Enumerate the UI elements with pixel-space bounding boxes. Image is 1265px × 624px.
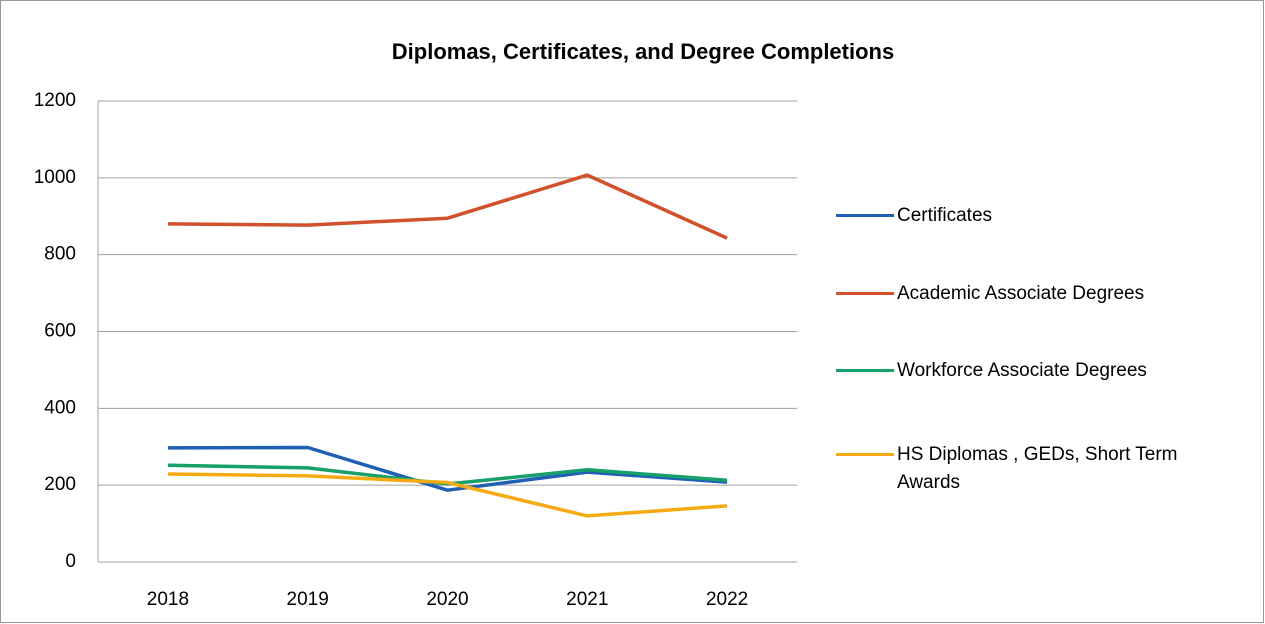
legend-item: Certificates [836, 202, 1227, 230]
legend-item: Academic Associate Degrees [836, 280, 1227, 308]
series-line [167, 445, 728, 492]
chart-title: Diplomas, Certificates, and Degree Compl… [392, 39, 894, 64]
y-tick-label: 400 [44, 397, 76, 418]
y-tick-label: 0 [65, 551, 76, 572]
x-tick-label: 2019 [287, 589, 329, 610]
x-tick-label: 2022 [706, 589, 748, 610]
x-tick-label: 2018 [147, 589, 189, 610]
series-line [167, 173, 728, 240]
y-tick-label: 200 [44, 474, 76, 495]
legend-label: HS Diplomas , GEDs, Short Term Awards [897, 444, 1178, 493]
y-tick-label: 1000 [34, 167, 76, 188]
y-tick-label: 600 [44, 321, 76, 342]
legend-item: HS Diplomas , GEDs, Short Term Awards [836, 441, 1227, 497]
y-tick-label: 1200 [34, 90, 76, 111]
legend-label: Academic Associate Degrees [897, 283, 1145, 304]
legend-item: Workforce Associate Degrees [836, 357, 1227, 385]
legend-swatch [836, 214, 894, 217]
legend-label: Certificates [897, 205, 993, 226]
series-line [167, 472, 728, 518]
legend-swatch [836, 292, 894, 295]
legend-swatch [836, 453, 894, 456]
legend-label: Workforce Associate Degrees [897, 360, 1147, 381]
y-tick-label: 800 [44, 244, 76, 265]
legend-swatch [836, 369, 894, 372]
x-tick-label: 2020 [426, 589, 468, 610]
x-tick-label: 2021 [566, 589, 608, 610]
